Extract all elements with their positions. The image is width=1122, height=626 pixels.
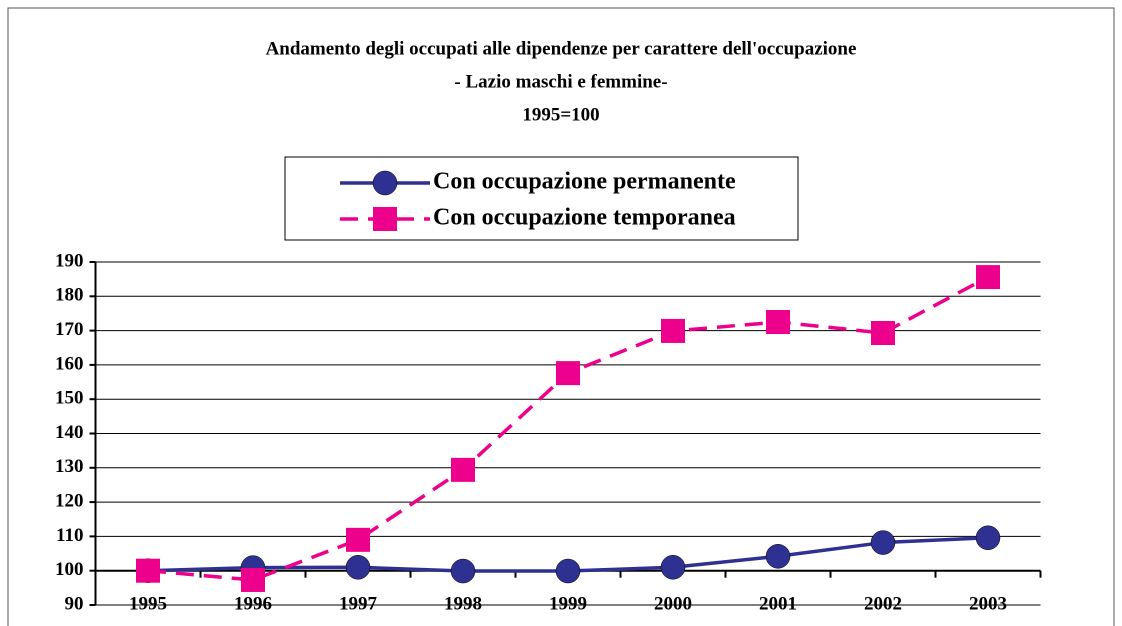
- point: [450, 558, 476, 584]
- y-tick-label: 150: [55, 388, 84, 409]
- y-tick-label: 100: [55, 559, 84, 580]
- point: [661, 318, 685, 343]
- x-tick-label: 2003: [969, 593, 1007, 614]
- x-tick-label: 1999: [549, 593, 587, 614]
- legend-label: Con occupazione permanente: [433, 169, 736, 195]
- point: [346, 527, 370, 552]
- point: [871, 321, 895, 346]
- point: [136, 558, 160, 583]
- x-tick-label: 1996: [234, 593, 272, 614]
- x-tick-label: 1995: [129, 593, 167, 614]
- point: [766, 310, 790, 335]
- point: [555, 558, 581, 584]
- x-tick-label: 2001: [759, 593, 797, 614]
- point: [556, 361, 580, 386]
- point: [451, 457, 475, 482]
- series-line: [147, 275, 989, 582]
- y-tick-label: 130: [55, 456, 84, 477]
- y-tick-label: 110: [56, 525, 83, 546]
- point: [975, 525, 1001, 551]
- legend-label: Con occupazione temporanea: [433, 205, 736, 231]
- point: [976, 265, 1000, 290]
- point: [870, 530, 896, 555]
- y-tick-label: 160: [55, 353, 84, 374]
- point: [765, 544, 791, 569]
- legend-marker: [372, 170, 398, 196]
- x-tick-label: 1998: [444, 593, 482, 614]
- y-tick-label: 190: [55, 250, 84, 271]
- y-tick-label: 140: [55, 422, 84, 443]
- x-tick-label: 1997: [339, 593, 378, 614]
- y-tick-label: 90: [65, 593, 84, 614]
- chart-subtitle: 1995=100: [522, 104, 599, 125]
- y-tick-label: 170: [55, 319, 84, 340]
- point: [345, 555, 371, 580]
- chart-title: Andamento degli occupati alle dipendenze…: [266, 38, 857, 59]
- y-tick-label: 180: [55, 285, 84, 306]
- chart-subtitle: - Lazio maschi e femmine-: [454, 71, 667, 92]
- point: [660, 555, 686, 580]
- legend-marker: [373, 207, 397, 231]
- x-tick-label: 2000: [654, 593, 692, 614]
- legend-box: [284, 156, 799, 241]
- frame: [7, 7, 1115, 626]
- x-tick-label: 2002: [864, 593, 902, 614]
- y-tick-label: 120: [55, 490, 84, 511]
- point: [241, 567, 265, 592]
